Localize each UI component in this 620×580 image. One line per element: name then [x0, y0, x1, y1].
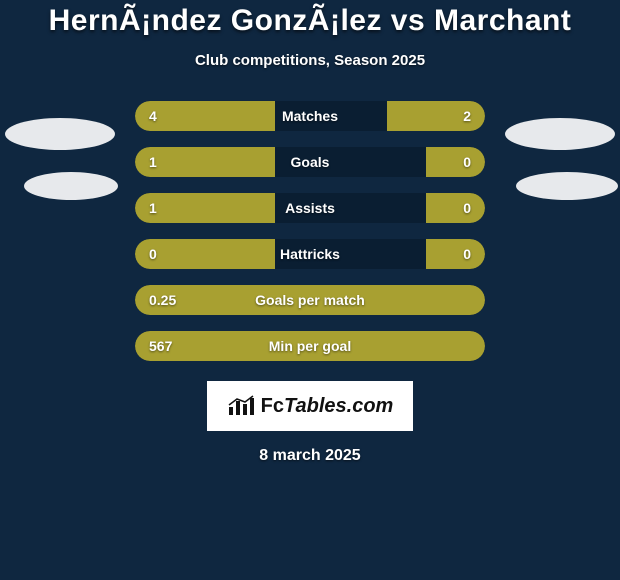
stat-value-right: 2: [449, 101, 485, 131]
stat-bar-left: [135, 331, 485, 361]
decor-ellipse: [5, 118, 115, 150]
stat-value-left: 0.25: [135, 285, 190, 315]
stat-row: 567Min per goal: [135, 331, 485, 361]
stat-value-right: 0: [449, 193, 485, 223]
decor-ellipse: [516, 172, 618, 200]
stat-value-right: 0: [449, 239, 485, 269]
stat-value-left: 1: [135, 147, 171, 177]
stat-row: 0.25Goals per match: [135, 285, 485, 315]
stat-value-right: 0: [449, 147, 485, 177]
stat-value-left: 0: [135, 239, 171, 269]
logo-main: Tables: [284, 395, 347, 417]
logo-text: FcTables.com: [261, 395, 394, 418]
stat-row: 00Hattricks: [135, 239, 485, 269]
logo-prefix: Fc: [261, 395, 284, 417]
stat-bars: 42Matches10Goals10Assists00Hattricks0.25…: [135, 101, 485, 361]
logo-suffix: .com: [347, 395, 394, 417]
stat-row: 10Assists: [135, 193, 485, 223]
chart-bars-icon: [227, 395, 255, 417]
decor-ellipse: [505, 118, 615, 150]
stat-value-left: 4: [135, 101, 171, 131]
fctables-logo: FcTables.com: [207, 381, 413, 431]
stat-value-left: 1: [135, 193, 171, 223]
stat-row: 42Matches: [135, 101, 485, 131]
page-subtitle: Club competitions, Season 2025: [0, 52, 620, 69]
decor-ellipse: [24, 172, 118, 200]
page-title: HernÃ¡ndez GonzÃ¡lez vs Marchant: [0, 4, 620, 38]
stat-row: 10Goals: [135, 147, 485, 177]
infographic-date: 8 march 2025: [0, 447, 620, 465]
stat-value-left: 567: [135, 331, 186, 361]
comparison-infographic: HernÃ¡ndez GonzÃ¡lez vs Marchant Club co…: [0, 0, 620, 580]
